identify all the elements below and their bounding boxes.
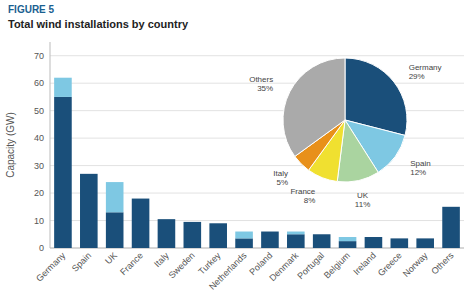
bar-segment bbox=[442, 206, 460, 207]
pie-label-value: 12% bbox=[410, 168, 426, 177]
pie-label-name: Italy bbox=[273, 169, 288, 178]
x-tick-label: Spain bbox=[70, 250, 93, 273]
bar-segment bbox=[365, 237, 383, 248]
bar-segment bbox=[184, 221, 202, 222]
pie-label-name: Germany bbox=[409, 63, 442, 72]
pie-label-name: France bbox=[290, 187, 315, 196]
bar-segment bbox=[416, 238, 434, 239]
y-axis-label: Capacity (GW) bbox=[5, 112, 16, 178]
y-tick-label: 40 bbox=[34, 133, 44, 143]
bar-segment bbox=[106, 182, 124, 212]
x-tick-label: Sweden bbox=[167, 250, 197, 280]
bar-segment bbox=[391, 238, 409, 239]
pie-label-name: Others bbox=[249, 75, 273, 84]
x-tick-label: Ireland bbox=[351, 250, 378, 277]
bar-segment bbox=[339, 241, 357, 248]
bar-segment bbox=[339, 237, 357, 241]
x-tick-label: Germany bbox=[34, 250, 68, 284]
x-tick-label: Norway bbox=[401, 250, 430, 279]
chart-svg: FIGURE 5 Total wind installations by coun… bbox=[0, 0, 474, 308]
figure-label: FIGURE 5 bbox=[8, 4, 55, 15]
x-tick-label: Denmark bbox=[267, 250, 300, 283]
bar-segment bbox=[287, 234, 305, 248]
grid bbox=[50, 56, 464, 248]
x-tick-label: Others bbox=[429, 250, 456, 277]
pie-label-value: 35% bbox=[257, 84, 273, 93]
bar-segment bbox=[106, 212, 124, 248]
bar-segment bbox=[80, 173, 98, 174]
pie-labels: Germany29% Spain12% UK11% France8% Italy5% Ot… bbox=[249, 63, 441, 209]
bar-segment bbox=[54, 97, 72, 248]
x-tick-label: UK bbox=[103, 250, 119, 266]
bar-segment bbox=[132, 198, 150, 199]
bar-segment bbox=[287, 232, 305, 235]
y-ticks: 0 10 20 30 40 50 60 70 bbox=[34, 51, 44, 253]
bar-segment bbox=[442, 207, 460, 248]
bar-segment bbox=[158, 219, 176, 220]
pie-label-value: 29% bbox=[409, 72, 425, 81]
y-tick-label: 0 bbox=[39, 243, 44, 253]
bar-segment bbox=[365, 237, 383, 238]
bar-segment bbox=[80, 174, 98, 248]
grid-line bbox=[50, 55, 464, 56]
y-tick-label: 20 bbox=[34, 188, 44, 198]
bar-segment bbox=[54, 78, 72, 97]
bar-segment bbox=[235, 238, 253, 248]
y-tick-label: 70 bbox=[34, 51, 44, 61]
pie-label-value: 8% bbox=[304, 196, 316, 205]
bar-segment bbox=[313, 234, 331, 248]
pie-label-name: Spain bbox=[410, 159, 430, 168]
bar-segment bbox=[313, 234, 331, 235]
y-axis-line bbox=[50, 42, 51, 248]
x-tick-labels: GermanySpainUKFranceItalySwedenTurkeyNet… bbox=[34, 250, 456, 292]
x-tick-label: Italy bbox=[152, 250, 171, 269]
bar-segment bbox=[391, 238, 409, 248]
bar-segment bbox=[132, 199, 150, 248]
bar-segment bbox=[416, 238, 434, 248]
bar-segment bbox=[184, 222, 202, 248]
bar-segment bbox=[158, 219, 176, 248]
bar-segment bbox=[209, 223, 227, 224]
pie-label-value: 5% bbox=[276, 178, 288, 187]
x-tick-label: Greece bbox=[376, 250, 404, 278]
x-tick-label: Belgium bbox=[322, 250, 352, 280]
x-tick-label: Netherlands bbox=[207, 250, 249, 292]
bar-segment bbox=[261, 231, 279, 232]
bar-segment bbox=[235, 232, 253, 239]
y-tick-label: 50 bbox=[34, 106, 44, 116]
y-tick-label: 30 bbox=[34, 161, 44, 171]
x-tick-label: France bbox=[118, 250, 145, 277]
bar-segment bbox=[261, 232, 279, 248]
title: Total wind installations by country bbox=[8, 18, 189, 30]
pie-label-name: UK bbox=[357, 191, 369, 200]
bar-segment bbox=[209, 223, 227, 248]
y-tick-label: 60 bbox=[34, 78, 44, 88]
grid-line bbox=[50, 165, 464, 166]
y-tick-label: 10 bbox=[34, 216, 44, 226]
x-tick-label: Portugal bbox=[295, 250, 326, 281]
pie bbox=[283, 58, 407, 182]
pie-slice bbox=[283, 58, 345, 156]
pie-label-value: 11% bbox=[355, 200, 370, 209]
